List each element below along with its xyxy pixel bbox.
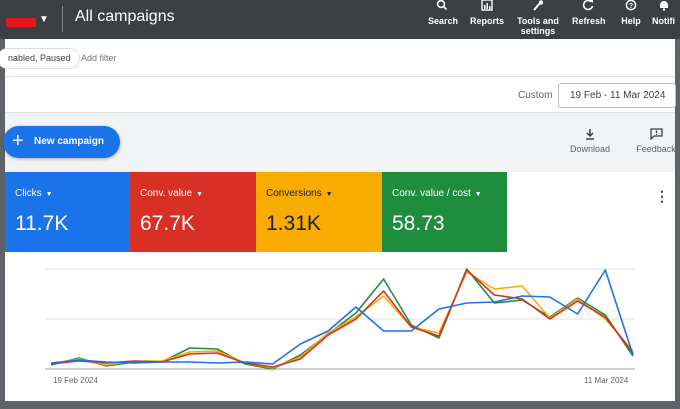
metric-value: 11.7K xyxy=(15,212,69,235)
wrench-icon xyxy=(516,0,560,16)
metric-card-conversions[interactable]: Conversions ▼ 1.31K xyxy=(256,172,382,252)
performance-chart xyxy=(45,268,635,370)
x-tick-label-end: 11 Mar 2024 xyxy=(584,376,629,385)
reports-icon xyxy=(470,0,504,16)
search-button[interactable]: Search xyxy=(428,0,458,26)
notifications-button[interactable]: Notifi xyxy=(652,0,680,26)
action-bar: + New campaign Download Feedback xyxy=(3,113,677,172)
x-tick-label-start: 19 Feb 2024 xyxy=(53,376,98,385)
divider xyxy=(62,6,63,32)
account-dropdown-icon[interactable]: ▼ xyxy=(39,14,49,25)
metric-value: 58.73 xyxy=(392,212,445,235)
series-line-1 xyxy=(50,269,634,368)
download-button[interactable]: Download xyxy=(569,128,611,154)
caret-down-icon[interactable]: ▼ xyxy=(196,191,204,198)
metric-label: Conv. value / cost xyxy=(392,188,471,199)
metric-card-clicks[interactable]: Clicks ▼ 11.7K xyxy=(5,172,130,252)
feedback-icon xyxy=(635,128,677,144)
metric-label: Clicks xyxy=(15,188,42,199)
metric-card-conv-value-per-cost[interactable]: Conv. value / cost ▼ 58.73 xyxy=(382,172,507,252)
metric-label: Conversions xyxy=(266,188,322,199)
filter-bar: nabled, Paused Add filter xyxy=(0,39,675,77)
more-vert-icon[interactable]: ⋮ xyxy=(655,188,669,204)
status-filter-chip[interactable]: nabled, Paused xyxy=(0,48,80,69)
top-bar: ▼ All campaigns Search Reports Tools and… xyxy=(0,0,680,39)
date-bar: Custom 19 Feb - 11 Mar 2024 xyxy=(5,77,676,113)
metric-label: Conv. value xyxy=(140,188,193,199)
download-icon xyxy=(569,128,611,144)
reports-button[interactable]: Reports xyxy=(470,0,504,26)
metric-value: 1.31K xyxy=(266,212,321,235)
feedback-button[interactable]: Feedback xyxy=(635,128,677,154)
series-line-0 xyxy=(50,269,634,365)
help-icon: ? xyxy=(620,0,642,16)
metric-card-conv-value[interactable]: Conv. value ▼ 67.7K xyxy=(130,172,256,252)
help-button[interactable]: ? Help xyxy=(620,0,642,26)
add-filter-button[interactable]: Add filter xyxy=(81,53,117,63)
page-title: All campaigns xyxy=(75,8,175,25)
caret-down-icon[interactable]: ▼ xyxy=(45,191,53,198)
caret-down-icon[interactable]: ▼ xyxy=(325,191,333,198)
main-panel: nabled, Paused Add filter Custom 19 Feb … xyxy=(0,39,677,401)
date-range-type: Custom xyxy=(518,90,553,101)
plus-icon: + xyxy=(12,130,24,152)
metric-value: 67.7K xyxy=(140,212,195,235)
date-range-picker[interactable]: 19 Feb - 11 Mar 2024 xyxy=(558,83,676,108)
caret-down-icon[interactable]: ▼ xyxy=(474,191,482,198)
new-campaign-button[interactable]: + New campaign xyxy=(3,126,120,158)
svg-text:?: ? xyxy=(629,3,633,10)
tools-and-settings-button[interactable]: Tools and settings xyxy=(516,0,560,36)
refresh-button[interactable]: Refresh xyxy=(572,0,606,26)
account-logo[interactable] xyxy=(6,18,36,27)
search-icon xyxy=(428,0,456,16)
bell-icon xyxy=(652,0,676,16)
refresh-icon xyxy=(572,0,604,16)
